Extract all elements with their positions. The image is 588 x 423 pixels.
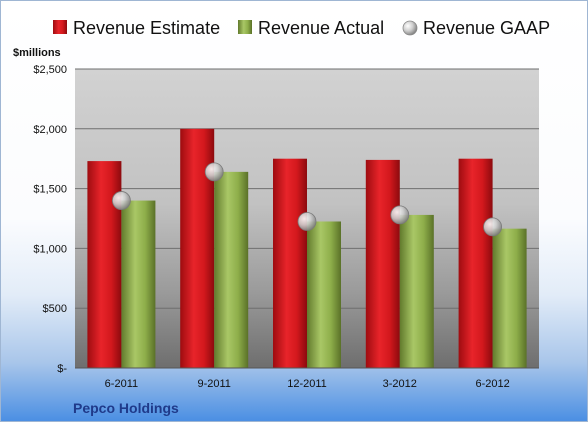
company-name: Pepco Holdings bbox=[73, 400, 179, 416]
y-tick-label: $2,000 bbox=[33, 124, 67, 136]
y-tick-label: $1,500 bbox=[33, 184, 67, 196]
gaap-marker bbox=[204, 162, 224, 182]
y-tick-label: $2,500 bbox=[33, 64, 67, 76]
estimate-bar bbox=[365, 159, 400, 368]
x-tick-label: 6-2011 bbox=[105, 378, 138, 390]
legend-swatch-estimate bbox=[53, 20, 67, 34]
legend-swatch-actual bbox=[238, 20, 252, 34]
legend-marker-gaap bbox=[402, 20, 418, 36]
x-tick-label: 12-2011 bbox=[287, 378, 327, 390]
gaap-marker bbox=[112, 191, 131, 210]
gaap-markers bbox=[112, 162, 503, 237]
estimate-bar bbox=[273, 158, 307, 368]
legend-label-estimate: Revenue Estimate bbox=[73, 18, 220, 38]
actual-bar bbox=[214, 171, 249, 368]
bars bbox=[87, 128, 527, 368]
x-tick-label: 3-2012 bbox=[383, 378, 417, 390]
y-axis-tick-labels: $- $500 $1,000 $1,500 $2,000 $2,500 bbox=[33, 64, 67, 375]
gaap-marker bbox=[483, 217, 503, 237]
unit-label: $millions bbox=[13, 47, 61, 59]
x-axis-tick-labels: 6-2011 9-2011 12-2011 3-2012 6-2012 bbox=[105, 378, 510, 390]
y-tick-label: $- bbox=[57, 363, 67, 375]
actual-bar bbox=[121, 200, 156, 368]
legend: Revenue Estimate Revenue Actual Revenue … bbox=[53, 18, 550, 38]
estimate-bar bbox=[87, 161, 122, 368]
actual-bar bbox=[399, 214, 434, 368]
actual-bar bbox=[492, 228, 527, 368]
gaap-marker bbox=[390, 205, 410, 225]
gaap-marker bbox=[297, 212, 317, 231]
x-tick-label: 9-2011 bbox=[197, 378, 230, 390]
legend-label-actual: Revenue Actual bbox=[258, 18, 384, 38]
y-tick-label: $1,000 bbox=[33, 243, 67, 255]
estimate-bar bbox=[458, 158, 493, 368]
actual-bar bbox=[307, 221, 341, 368]
x-tick-label: 6-2012 bbox=[475, 378, 509, 390]
y-tick-label: $500 bbox=[43, 303, 67, 315]
legend-label-gaap: Revenue GAAP bbox=[423, 18, 550, 38]
